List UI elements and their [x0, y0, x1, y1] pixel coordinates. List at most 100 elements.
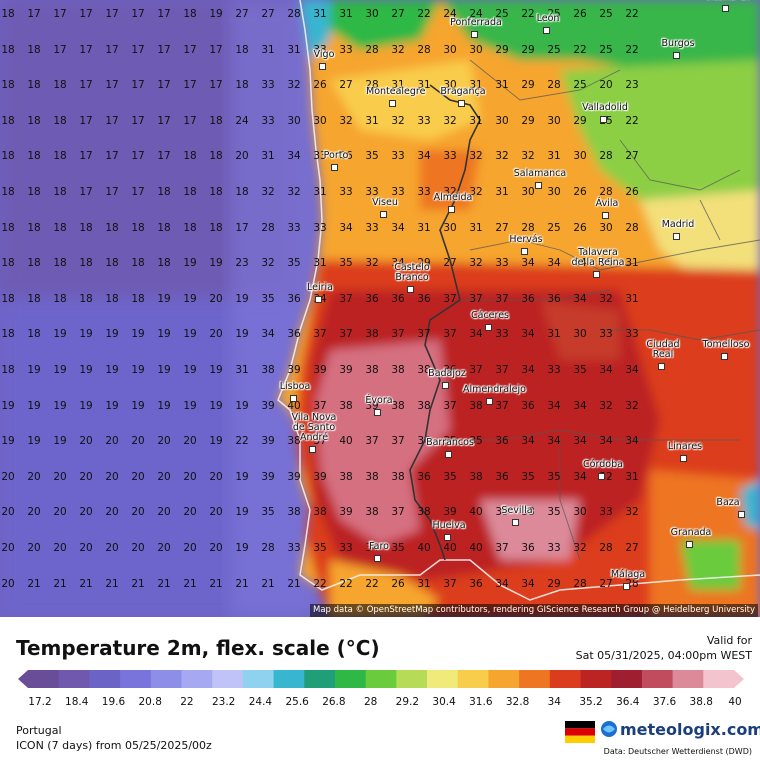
city-label[interactable]: Viseu	[372, 197, 398, 208]
city-label[interactable]: Castelo Branco	[394, 262, 430, 283]
grid-value: 19	[183, 364, 197, 376]
city-label[interactable]: Sevilla	[501, 505, 533, 516]
grid-value: 20	[79, 435, 93, 448]
city-label[interactable]: Ciudad Real	[646, 339, 680, 360]
grid-value: 19	[235, 399, 249, 412]
grid-value: 20	[209, 542, 223, 554]
map-attribution: Map data © OpenStreetMap contributors, r…	[310, 604, 758, 617]
region-borders	[440, 59, 760, 561]
grid-value: 38	[391, 364, 405, 376]
grid-value: 20	[105, 435, 119, 448]
city-label[interactable]: Lisboa	[279, 381, 311, 392]
city-label[interactable]: Barrancos	[426, 437, 474, 448]
city-label[interactable]: Leiria	[307, 282, 333, 293]
scale-segment	[672, 670, 704, 688]
city-label[interactable]: Cáceres	[470, 310, 509, 321]
grid-value: 38	[391, 470, 405, 483]
grid-value: 35	[547, 470, 561, 483]
city-label[interactable]: Burgos	[661, 38, 695, 49]
city-label[interactable]: Bragança	[440, 86, 486, 97]
city-label[interactable]: Montealegre	[366, 86, 426, 97]
grid-value: 30	[469, 43, 483, 56]
grid-value: 21	[27, 577, 41, 590]
scale-segment	[549, 670, 582, 688]
grid-value: 29	[547, 577, 561, 590]
brand-logo[interactable]: meteologix.com	[620, 720, 760, 739]
grid-value: 18	[53, 221, 67, 234]
grid-value: 36	[417, 435, 431, 448]
grid-value: 31	[287, 43, 301, 56]
city-label[interactable]: Ponferrada	[450, 17, 502, 28]
city-label[interactable]: Faro	[369, 541, 389, 552]
grid-value: 22	[313, 577, 327, 590]
city-label[interactable]: Talavera de la Reina	[571, 247, 625, 268]
grid-value: 31	[417, 577, 431, 590]
city-label[interactable]: Huelva	[432, 520, 466, 531]
grid-value: 18	[27, 79, 41, 92]
grid-value: 40	[417, 542, 431, 554]
grid-value: 28	[287, 8, 301, 20]
city-label[interactable]: Málaga	[610, 569, 646, 580]
city-label[interactable]: Salamanca	[513, 168, 567, 179]
city-label[interactable]: Hervás	[509, 234, 543, 245]
grid-value: 18	[235, 186, 249, 198]
grid-value: 31	[469, 221, 483, 234]
grid-value: 33	[391, 186, 405, 198]
grid-value: 21	[79, 577, 93, 590]
city-label[interactable]: Porto	[323, 150, 349, 161]
city-marker	[680, 455, 687, 462]
grid-value: 33	[261, 114, 275, 127]
grid-value: 33	[313, 43, 327, 56]
grid-value: 21	[157, 577, 171, 590]
grid-value: 17	[79, 114, 93, 127]
city-label[interactable]: Córdoba	[583, 459, 623, 470]
temperature-map[interactable]: 18 17 17 17 17 17 17 18 19 27 27 28 31 31 30 27 22 24 24 25…	[0, 0, 760, 617]
grid-value: 37	[495, 542, 509, 554]
city-label[interactable]: Évora	[365, 395, 393, 406]
grid-value: 33	[599, 506, 613, 519]
grid-value: 36	[495, 470, 509, 483]
grid-value: 31	[547, 150, 561, 163]
grid-value: 38	[417, 506, 431, 519]
grid-value: 32	[287, 186, 301, 198]
grid-value: 18	[1, 292, 15, 305]
grid-value: 33	[287, 542, 301, 554]
grid-value: 31	[547, 328, 561, 341]
scale-segment	[212, 670, 244, 688]
city-label[interactable]: Valladolid	[582, 102, 628, 113]
city-label[interactable]: Vila Nova de Santo André	[291, 412, 337, 443]
grid-value: 36	[521, 399, 535, 412]
scale-tick-label: 30.4	[432, 696, 456, 708]
grid-value: 34	[625, 435, 639, 448]
city-label[interactable]: Vigo	[313, 49, 335, 60]
city-label[interactable]: Madrid	[661, 219, 695, 230]
city-label[interactable]: Badajoz	[428, 368, 466, 379]
grid-value: 34	[547, 399, 561, 412]
grid-value: 20	[131, 435, 145, 448]
grid-value: 38	[365, 506, 379, 519]
city-marker	[686, 541, 693, 548]
city-label[interactable]: León	[536, 13, 560, 24]
grid-value: 24	[235, 114, 249, 127]
city-label[interactable]: Ávila	[595, 198, 619, 209]
grid-value: 18	[53, 150, 67, 163]
grid-value: 39	[339, 364, 353, 376]
grid-value: 18	[1, 114, 15, 127]
city-label[interactable]: Baza	[716, 497, 740, 508]
grid-value: 37	[495, 292, 509, 305]
city-label[interactable]: Granada	[670, 527, 712, 538]
city-label[interactable]: Almendralejo	[463, 384, 526, 395]
city-label[interactable]: Almeida	[433, 192, 473, 203]
city-label[interactable]: Vitoria-G.	[699, 0, 755, 2]
grid-value: 37	[443, 328, 457, 341]
city-label[interactable]: Tomelloso	[702, 339, 750, 350]
grid-value: 18	[235, 43, 249, 56]
grid-value: 38	[365, 328, 379, 341]
grid-value: 18	[235, 79, 249, 92]
city-marker	[448, 206, 455, 213]
grid-value: 18	[131, 221, 145, 234]
city-label[interactable]: Linares	[667, 441, 703, 452]
grid-value: 31	[261, 150, 275, 163]
grid-value: 34	[261, 328, 275, 341]
grid-value: 32	[365, 257, 379, 270]
